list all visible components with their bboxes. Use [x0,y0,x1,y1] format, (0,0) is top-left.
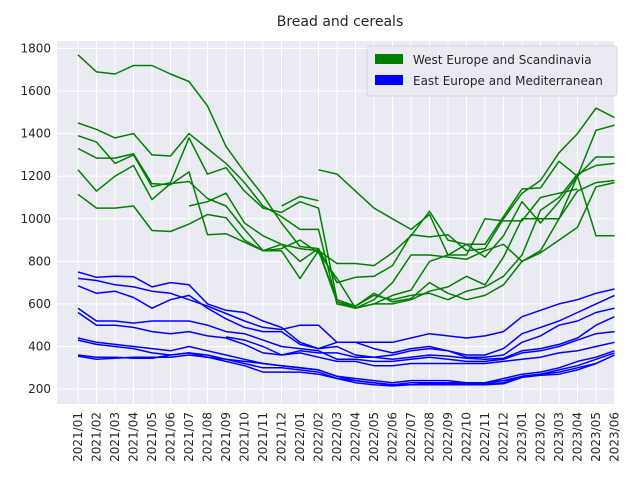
series-line-13 [77,311,615,367]
series-line-8 [318,169,578,256]
y-tick-label: 1000 [20,212,51,226]
series-line-1 [77,122,615,309]
x-tick-label: 2023/06 [608,412,622,462]
x-tick-label: 2022/04 [349,412,363,462]
y-tick-label: 1600 [20,84,51,98]
series-line-14 [77,337,615,384]
x-tick-label: 2021/02 [90,412,104,462]
y-tick-label: 400 [28,340,51,354]
series-line-11 [77,285,615,358]
x-tick-label: 2021/10 [238,412,252,462]
x-tick-label: 2023/03 [552,412,566,462]
series-line-5 [77,179,615,309]
x-tick-label: 2022/09 [441,412,455,462]
x-tick-label: 2022/10 [460,412,474,462]
x-tick-label: 2022/06 [386,412,400,462]
y-tick-label: 1200 [20,169,51,183]
x-tick-label: 2022/02 [312,412,326,462]
series-line-17 [77,354,615,387]
x-tick-label: 2021/12 [275,412,289,462]
y-tick-label: 1400 [20,127,51,141]
x-tick-label: 2022/07 [404,412,418,462]
x-tick-label: 2021/04 [127,412,141,462]
grid [57,41,615,404]
x-tick-label: 2021/05 [145,412,159,462]
x-tick-label: 2021/08 [201,412,215,462]
x-tick-label: 2021/01 [71,412,85,462]
x-tick-label: 2022/12 [497,412,511,462]
series-line-16 [77,352,615,386]
series-line-7 [281,195,319,207]
y-tick-label: 1800 [20,41,51,55]
x-tick-label: 2022/01 [293,412,307,462]
legend-label-west: West Europe and Scandinavia [413,53,592,67]
series-layer [77,54,615,387]
series-line-3 [77,107,615,284]
y-axis: 200 400 600 800 1000 1200 1400 1600 1800 [20,41,51,396]
legend-swatch-west [375,54,403,64]
chart-title: Bread and cereals [277,14,404,30]
x-tick-label: 2021/03 [108,412,122,462]
legend: West Europe and Scandinavia East Europe … [366,45,618,97]
legend-swatch-east [375,75,403,85]
x-tick-label: 2022/08 [423,412,437,462]
x-axis: 2021/01 2021/02 2021/03 2021/04 2021/05 2021/… [71,412,622,462]
legend-label-east: East Europe and Mediterranean [413,74,603,88]
series-line-2 [77,134,615,307]
y-tick-label: 800 [28,254,51,268]
series-line-12 [77,307,615,363]
x-tick-label: 2021/11 [256,412,270,462]
x-tick-label: 2021/06 [164,412,178,462]
y-tick-label: 200 [28,382,51,396]
series-line-4 [77,124,615,309]
series-line-6 [188,175,615,267]
series-line-10 [77,277,615,356]
x-tick-label: 2022/03 [330,412,344,462]
x-tick-label: 2021/09 [219,412,233,462]
y-tick-label: 600 [28,297,51,311]
x-tick-label: 2023/02 [534,412,548,462]
series-line-18 [225,316,615,361]
x-tick-label: 2021/07 [182,412,196,462]
x-tick-label: 2023/05 [589,412,603,462]
x-tick-label: 2023/01 [515,412,529,462]
legend-box [366,45,618,97]
x-tick-label: 2022/05 [367,412,381,462]
x-tick-label: 2022/11 [478,412,492,462]
x-tick-label: 2023/04 [571,412,585,462]
